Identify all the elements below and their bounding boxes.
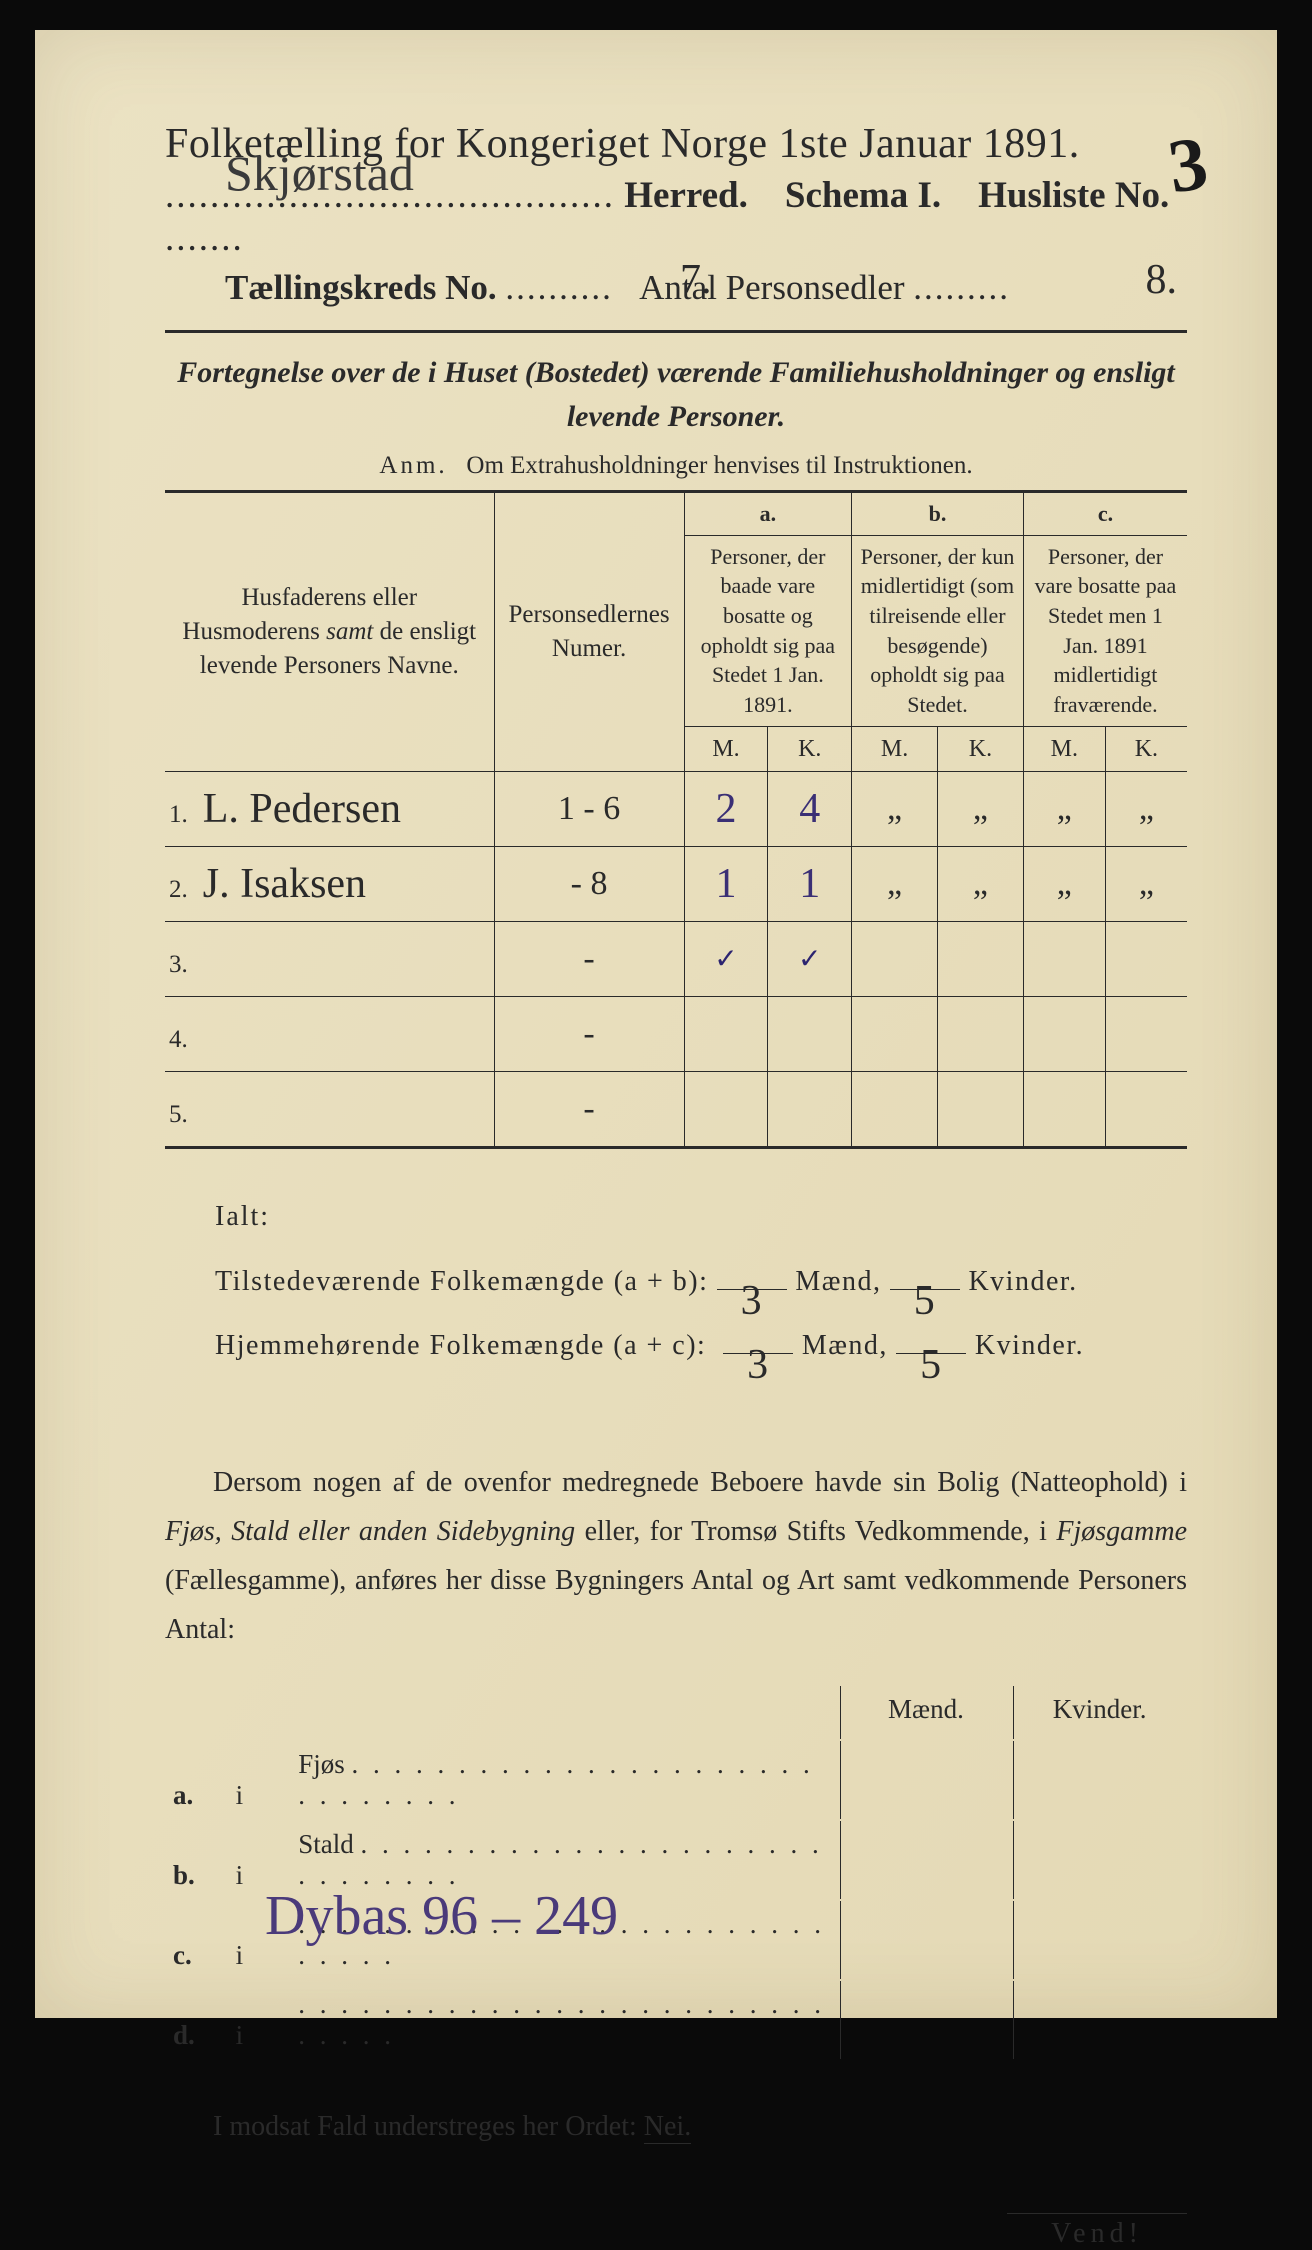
census-table: Husfaderens eller Husmoderens samt de en… [165,490,1187,1149]
subtitle: Fortegnelse over de i Huset (Bostedet) v… [165,351,1187,438]
kreds-handwritten: 7. [680,256,712,304]
ialt2-label: Hjemmehørende Folkemængde (a + c): [215,1330,706,1361]
ialt2-k: 5 [920,1317,943,1414]
instructions-paragraph: Dersom nogen af de ovenfor medregnede Be… [165,1458,1187,1654]
col-a-label: a. [684,492,852,536]
table-row: 1. L. Pedersen 1 - 6 2 4 „ „ „ „ [165,772,1187,847]
col-c-label: c. [1023,492,1187,536]
lower-table: Mænd. Kvinder. a. i Fjøs . . . . . . . .… [165,1684,1187,2061]
col-a-text: Personer, der baade vare bosatte og opho… [684,535,852,726]
ialt-label: Ialt: [215,1185,1187,1249]
cm: M. [1023,726,1105,771]
antal-label: Antal Personsedler [639,268,904,307]
ialt1-label: Tilstedeværende Folkemængde (a + b): [215,1266,708,1297]
ialt2-m: 3 [747,1317,770,1414]
subtitle-line1b: ensligt [1093,356,1175,389]
document-page: Folketælling for Kongeriget Norge 1ste J… [35,30,1277,2018]
modsat-line: I modsat Fald understreges her Ordet: Ne… [165,2111,1187,2143]
kvinder: Kvinder. [975,1330,1084,1361]
divider [165,330,1187,333]
husliste-label: Husliste No. [978,175,1169,216]
dots: ....... [165,217,244,260]
nei-word: Nei. [644,2111,691,2144]
bottom-handwritten: Dybas 96 – 249 [265,1884,618,1948]
herred-handwritten: Skjørstad [225,144,414,202]
herred-label: Herred. [624,175,748,216]
vend-label: Vend! [1007,2213,1187,2250]
kreds-label: Tællingskreds No. [225,268,497,307]
lower-kvinder: Kvinder. [1013,1686,1185,1739]
ialt-line-1: Tilstedeværende Folkemængde (a + b): 3 M… [215,1250,1187,1314]
subtitle-line2: levende Personer. [567,400,785,433]
col-c-text: Personer, der vare bosatte paa Stedet me… [1023,535,1187,726]
header-line-3: Tællingskreds No. .......... 7. Antal Pe… [225,268,1187,308]
col-b-label: b. [852,492,1024,536]
maend: Mænd, [802,1330,888,1361]
lower-maend: Mænd. [840,1686,1012,1739]
maend: Mænd, [795,1266,881,1297]
dots: .......... [505,268,613,308]
col-names: Husfaderens eller Husmoderens samt de en… [165,492,494,772]
header-line-2: Skjørstad ..............................… [165,174,1187,260]
am: M. [684,726,768,771]
bm: M. [852,726,938,771]
ialt-line-2: Hjemmehørende Folkemængde (a + c): 3 Mæn… [215,1314,1187,1378]
subtitle-line1a: Fortegnelse over de i Huset (Bostedet) v… [177,356,1093,389]
anm-note: Anm. Om Extrahusholdninger henvises til … [165,452,1187,480]
anm-prefix: Anm. [379,452,447,479]
kvinder: Kvinder. [968,1266,1077,1297]
totals-block: Ialt: Tilstedeværende Folkemængde (a + b… [165,1185,1187,1378]
ak: K. [768,726,852,771]
table-row: 2. J. Isaksen - 8 1 1 „ „ „ „ [165,847,1187,922]
ck: K. [1105,726,1187,771]
antal-handwritten: 8. [1146,256,1178,304]
bk: K. [938,726,1024,771]
col-b-text: Personer, der kun midlertidigt (som tilr… [852,535,1024,726]
anm-text: Om Extrahusholdninger henvises til Instr… [466,452,972,479]
table-row: 3. - ✓ ✓ [165,922,1187,997]
table-row: 5. - [165,1072,1187,1148]
table-row: 4. - [165,997,1187,1072]
dots: ......... [913,268,1010,308]
col-numer: Personsedlernes Numer. [494,492,684,772]
lower-row: a. i Fjøs . . . . . . . . . . . . . . . … [167,1741,1185,1819]
scan-frame: Folketælling for Kongeriget Norge 1ste J… [0,0,1312,2048]
schema-label: Schema I. [785,175,941,216]
